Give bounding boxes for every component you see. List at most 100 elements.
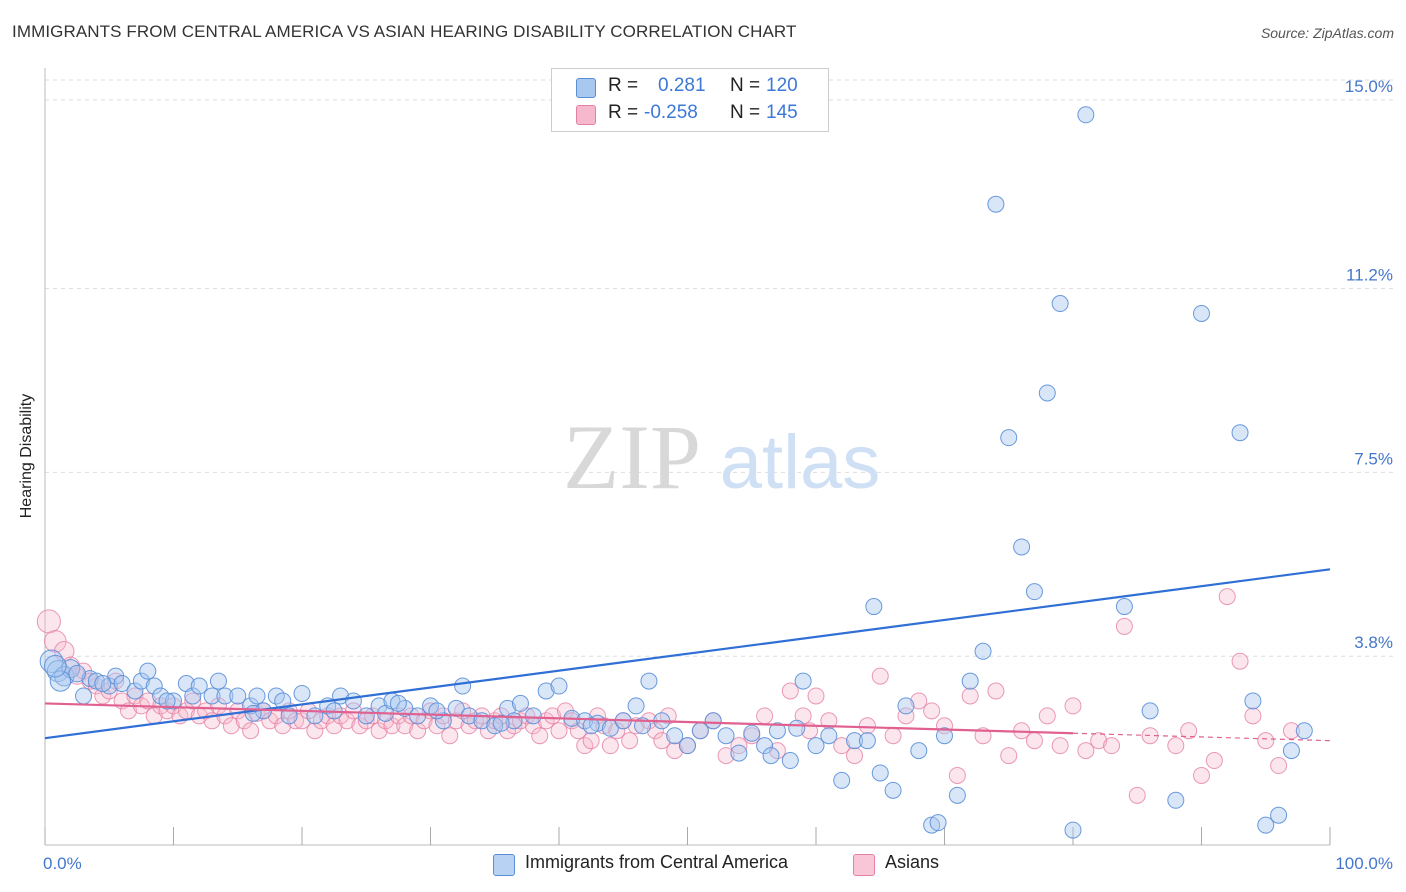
central-america-point xyxy=(428,702,446,720)
central-america-point xyxy=(666,727,684,745)
asians-point xyxy=(820,712,838,730)
asians-point xyxy=(1051,737,1069,755)
asians-point xyxy=(987,682,1005,700)
legend-r-value: -0.258 xyxy=(644,102,698,123)
asians-point xyxy=(209,697,227,715)
central-america-point xyxy=(1077,106,1095,124)
central-america-point xyxy=(807,737,825,755)
asians-point xyxy=(923,702,941,720)
central-america-point xyxy=(1064,821,1082,839)
central-america-point xyxy=(344,692,362,710)
central-america-point xyxy=(229,687,247,705)
central-america-point xyxy=(1000,429,1018,447)
asians-point xyxy=(601,737,619,755)
central-america-point xyxy=(762,747,780,765)
axes xyxy=(44,68,1331,846)
central-america-point xyxy=(145,677,163,695)
asians-point xyxy=(646,722,664,740)
central-america-point xyxy=(492,714,510,732)
asians-point xyxy=(871,667,889,685)
asians-point xyxy=(409,722,427,740)
asians-point xyxy=(447,712,465,730)
asians-point xyxy=(1025,732,1043,750)
chart-source: Source: ZipAtlas.com xyxy=(1260,25,1394,41)
central-america-point xyxy=(929,814,947,832)
legend-n-value: 145 xyxy=(766,102,798,123)
central-america-point xyxy=(948,786,966,804)
central-america-point xyxy=(788,719,806,737)
central-america-point xyxy=(871,764,889,782)
asians-points xyxy=(36,588,1300,804)
asians-point xyxy=(910,692,928,710)
asians-point xyxy=(807,687,825,705)
central-america-point xyxy=(184,687,202,705)
central-america-point xyxy=(1025,583,1043,601)
asians-point xyxy=(1038,707,1056,725)
asians-point xyxy=(961,687,979,705)
asians-point xyxy=(1218,588,1236,606)
asians-point xyxy=(582,732,600,750)
legend: R = 0.281 N = 120 R = -0.258 N = 145 xyxy=(551,68,829,132)
asians-point xyxy=(126,687,144,705)
central-america-point xyxy=(1257,816,1275,834)
asians-point xyxy=(325,717,343,735)
central-america-point xyxy=(203,687,221,705)
central-america-point xyxy=(627,697,645,715)
central-america-point xyxy=(1051,295,1069,313)
asians-point xyxy=(36,609,61,634)
asians-point xyxy=(846,747,864,765)
asians-point xyxy=(653,732,671,750)
central-america-point xyxy=(974,642,992,660)
central-america-point xyxy=(43,654,67,678)
asians-point xyxy=(1205,752,1223,770)
central-america-point xyxy=(987,195,1005,213)
central-america-point xyxy=(94,675,112,693)
central-america-point xyxy=(717,727,735,745)
tick-labels: 3.8% 7.5% 11.2% 15.0% 0.0% 100.0% xyxy=(43,77,1393,873)
central-america-point xyxy=(743,724,761,742)
central-america-point xyxy=(49,670,72,692)
central-america-point xyxy=(244,704,262,722)
asians-point xyxy=(897,707,915,725)
central-america-point xyxy=(126,682,144,700)
asians-point xyxy=(1257,732,1275,750)
central-america-point xyxy=(640,672,658,690)
asians-point xyxy=(139,692,157,710)
asians-point xyxy=(370,722,388,740)
central-america-point xyxy=(75,687,93,705)
central-america-point xyxy=(524,707,542,725)
asians-point xyxy=(1128,786,1146,804)
central-america-point xyxy=(158,692,176,710)
central-america-point xyxy=(1115,598,1133,616)
asians-point xyxy=(781,682,799,700)
central-america-point xyxy=(858,732,876,750)
central-america-point xyxy=(1244,692,1262,710)
asians-point xyxy=(1180,722,1198,740)
central-america-point xyxy=(165,692,182,710)
central-america-point xyxy=(704,712,722,730)
watermark-atlas: atlas xyxy=(720,420,881,505)
asians-point xyxy=(730,737,748,755)
central-america-point xyxy=(846,732,864,750)
central-america-point xyxy=(389,694,407,712)
asians-point xyxy=(544,707,562,725)
central-america-point xyxy=(454,677,472,695)
watermark: ZIP atlas xyxy=(563,406,880,508)
asians-point xyxy=(242,722,260,740)
central-america-point xyxy=(113,675,131,693)
asians-point xyxy=(1231,652,1249,670)
asians-point xyxy=(884,727,902,745)
asians-point xyxy=(1115,617,1133,635)
asians-point xyxy=(1193,766,1210,784)
asians-point xyxy=(833,737,851,755)
central-america-point xyxy=(679,737,696,755)
bottom-legend-swatch-blue xyxy=(493,854,515,876)
asians-trend-line xyxy=(44,702,1074,735)
asians-point xyxy=(1270,757,1288,775)
asians-point xyxy=(1064,697,1082,715)
bottom-legend-label: Immigrants from Central America xyxy=(525,852,789,872)
central-america-point xyxy=(1295,722,1313,740)
central-america-point xyxy=(936,727,953,745)
asians-point xyxy=(1167,737,1185,755)
